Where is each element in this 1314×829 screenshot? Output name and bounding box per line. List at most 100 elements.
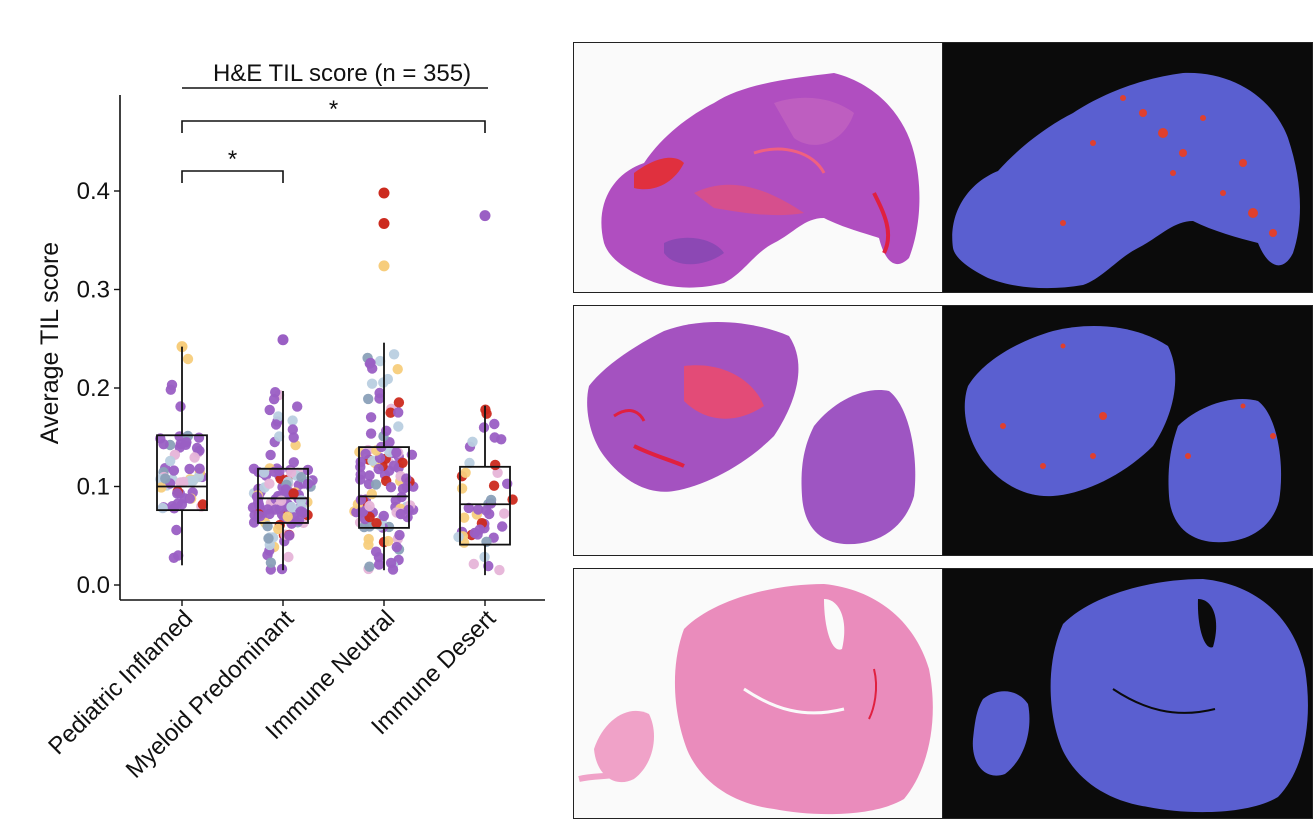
data-point xyxy=(393,407,404,418)
data-point xyxy=(160,473,171,484)
data-point xyxy=(394,529,405,541)
outlier-point xyxy=(479,210,491,222)
data-point xyxy=(395,508,406,520)
data-point xyxy=(378,510,389,522)
y-tick-label: 0.2 xyxy=(77,375,110,402)
data-point xyxy=(393,421,404,432)
data-point xyxy=(197,499,208,510)
data-point xyxy=(388,349,400,360)
data-point xyxy=(366,488,377,500)
data-point xyxy=(276,563,288,575)
data-point xyxy=(265,449,276,461)
data-point xyxy=(473,504,484,515)
data-point xyxy=(463,502,474,514)
data-point xyxy=(157,502,168,514)
data-point xyxy=(270,387,281,398)
he-slide-panel-1 xyxy=(573,42,944,293)
data-point xyxy=(391,541,402,553)
box-iqr xyxy=(156,434,208,512)
data-point xyxy=(181,437,192,448)
data-point xyxy=(499,508,510,519)
he-slide-image-3 xyxy=(578,584,933,815)
data-point xyxy=(288,432,299,443)
data-point xyxy=(270,504,281,515)
data-point xyxy=(283,551,294,563)
data-point xyxy=(184,493,195,504)
mask-image-3 xyxy=(972,579,1308,813)
data-point xyxy=(363,533,374,545)
data-point xyxy=(382,373,393,385)
box-iqr xyxy=(358,446,410,529)
mask-image-1 xyxy=(952,72,1300,289)
he-slide-panel-2 xyxy=(573,305,944,556)
data-point xyxy=(374,387,385,399)
data-point xyxy=(364,500,375,512)
y-axis-label: Average TIL score xyxy=(36,242,64,444)
data-point xyxy=(385,482,397,493)
boxplot-chart: 0.0 0.1 0.2 0.3 0.4 Average TIL score H&E TIL … xyxy=(36,60,545,784)
data-point xyxy=(453,531,464,543)
data-point xyxy=(481,408,492,419)
data-point xyxy=(189,452,200,463)
data-point xyxy=(365,428,377,439)
data-point xyxy=(485,494,497,506)
data-point xyxy=(373,559,385,570)
data-point xyxy=(370,546,382,557)
data-point xyxy=(401,481,412,493)
significance-label: * xyxy=(329,96,338,123)
data-point xyxy=(373,463,384,475)
data-point xyxy=(489,432,500,443)
data-point xyxy=(172,498,183,509)
outlier-point xyxy=(277,334,289,346)
mask-panel-3 xyxy=(942,568,1313,819)
y-tick-label: 0.3 xyxy=(77,277,110,304)
data-point xyxy=(393,397,405,408)
data-point xyxy=(385,407,396,418)
data-point xyxy=(355,507,367,518)
data-point xyxy=(381,425,392,436)
data-point xyxy=(175,477,186,488)
data-point xyxy=(286,467,297,478)
y-tick-label: 0.0 xyxy=(77,572,110,599)
data-point xyxy=(175,401,186,412)
data-point xyxy=(172,488,183,499)
data-point xyxy=(366,378,378,389)
data-point xyxy=(364,470,375,481)
data-point xyxy=(171,524,182,536)
data-point xyxy=(492,467,503,478)
data-point xyxy=(193,432,205,443)
data-point xyxy=(273,411,284,422)
data-point xyxy=(193,471,204,483)
data-point xyxy=(397,457,408,468)
data-point xyxy=(388,460,400,471)
data-point xyxy=(287,415,298,426)
data-point xyxy=(280,484,291,495)
data-point xyxy=(251,491,263,502)
he-slide-image-1 xyxy=(601,73,920,288)
outlier-point xyxy=(378,260,390,272)
data-point xyxy=(371,518,382,529)
data-point xyxy=(288,488,299,499)
box-iqr xyxy=(257,467,309,524)
data-point xyxy=(286,501,297,513)
data-point xyxy=(296,472,307,483)
significance-bracket xyxy=(181,170,284,183)
data-point xyxy=(383,535,394,547)
y-tick-label: 0.4 xyxy=(77,178,110,205)
data-point xyxy=(264,404,275,416)
outlier-point xyxy=(378,218,390,230)
data-point xyxy=(490,459,501,471)
data-point xyxy=(194,463,205,474)
data-point xyxy=(497,521,508,532)
he-slide-image-2 xyxy=(587,321,916,545)
y-tick-label: 0.1 xyxy=(77,474,110,501)
data-point xyxy=(273,523,284,535)
data-point xyxy=(248,463,260,474)
data-point xyxy=(392,364,403,375)
data-point xyxy=(360,448,371,460)
data-point xyxy=(494,564,505,576)
mask-panel-2 xyxy=(942,305,1313,556)
data-point xyxy=(355,469,366,480)
data-point xyxy=(364,561,375,572)
data-point xyxy=(478,422,490,433)
